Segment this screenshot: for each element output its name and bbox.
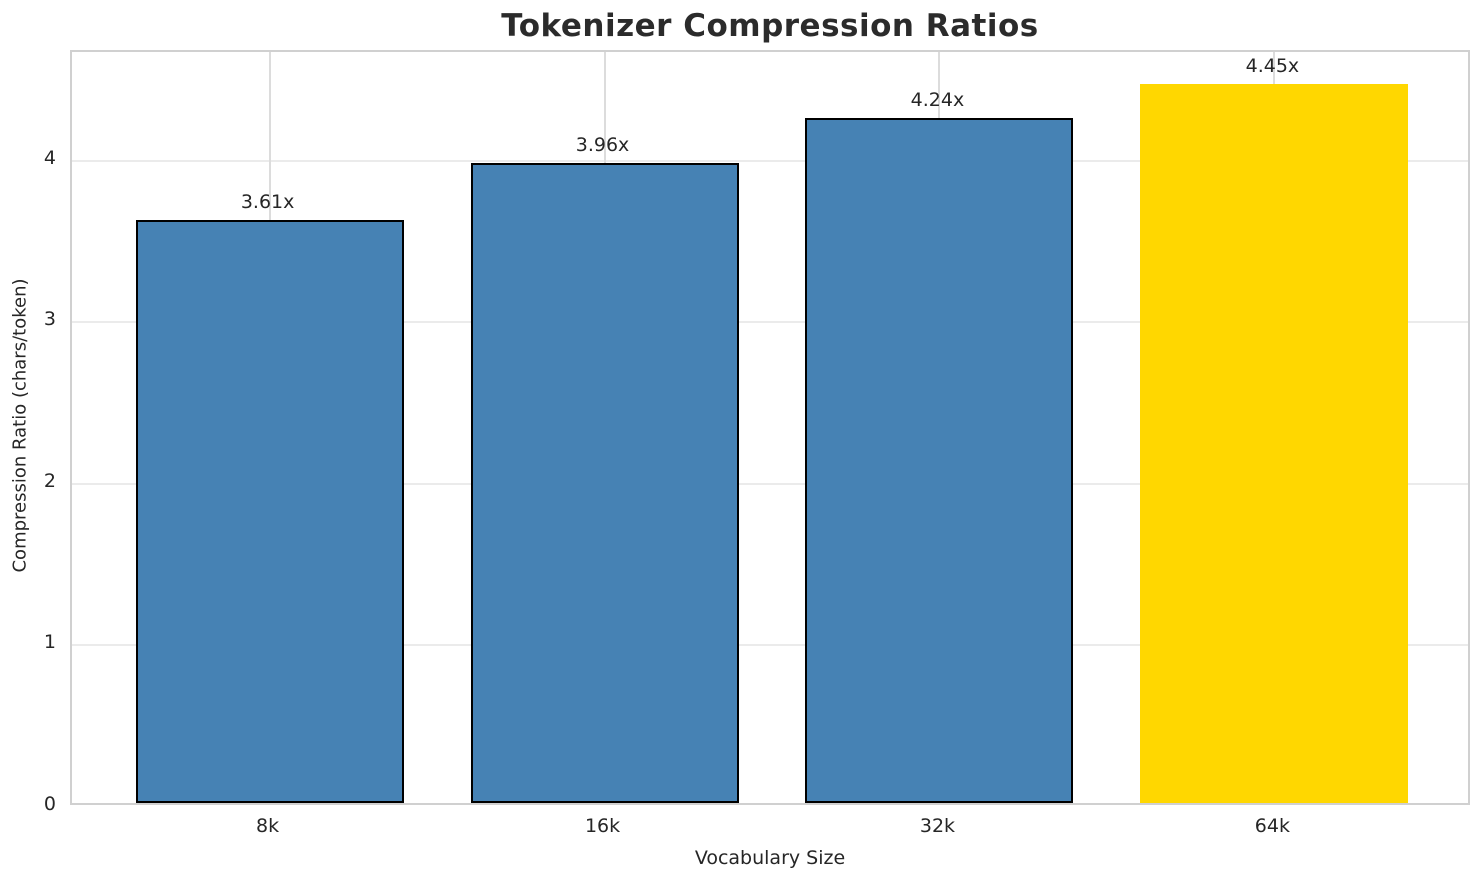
horizontal-gridline bbox=[72, 482, 1468, 485]
plot-area bbox=[70, 50, 1470, 805]
bar-value-label: 3.61x bbox=[240, 190, 295, 213]
horizontal-gridline bbox=[72, 321, 1468, 324]
bar-value-label: 3.96x bbox=[575, 134, 630, 157]
bar-value-label: 4.24x bbox=[910, 88, 965, 111]
bar-16k bbox=[470, 163, 739, 803]
bar-32k bbox=[805, 117, 1074, 803]
y-tick-label-3: 3 bbox=[43, 308, 56, 331]
x-axis-label: Vocabulary Size bbox=[694, 847, 846, 869]
bar-64k bbox=[1140, 83, 1409, 803]
horizontal-gridline bbox=[72, 644, 1468, 647]
x-tick-label-16k: 16k bbox=[584, 815, 621, 837]
y-tick-label-1: 1 bbox=[43, 631, 56, 654]
bar-8k bbox=[135, 219, 404, 803]
y-tick-label-4: 4 bbox=[43, 146, 56, 169]
y-axis-label: Compression Ratio (chars/token) bbox=[9, 278, 31, 573]
x-tick-label-8k: 8k bbox=[256, 815, 280, 837]
y-tick-label-2: 2 bbox=[43, 469, 56, 492]
chart-title: Tokenizer Compression Ratios bbox=[501, 8, 1039, 44]
y-tick-label-0: 0 bbox=[43, 793, 56, 815]
x-tick-label-64k: 64k bbox=[1254, 815, 1290, 837]
horizontal-gridline bbox=[72, 159, 1468, 162]
x-tick-label-32k: 32k bbox=[919, 815, 956, 837]
bar-value-label: 4.45x bbox=[1245, 54, 1300, 77]
